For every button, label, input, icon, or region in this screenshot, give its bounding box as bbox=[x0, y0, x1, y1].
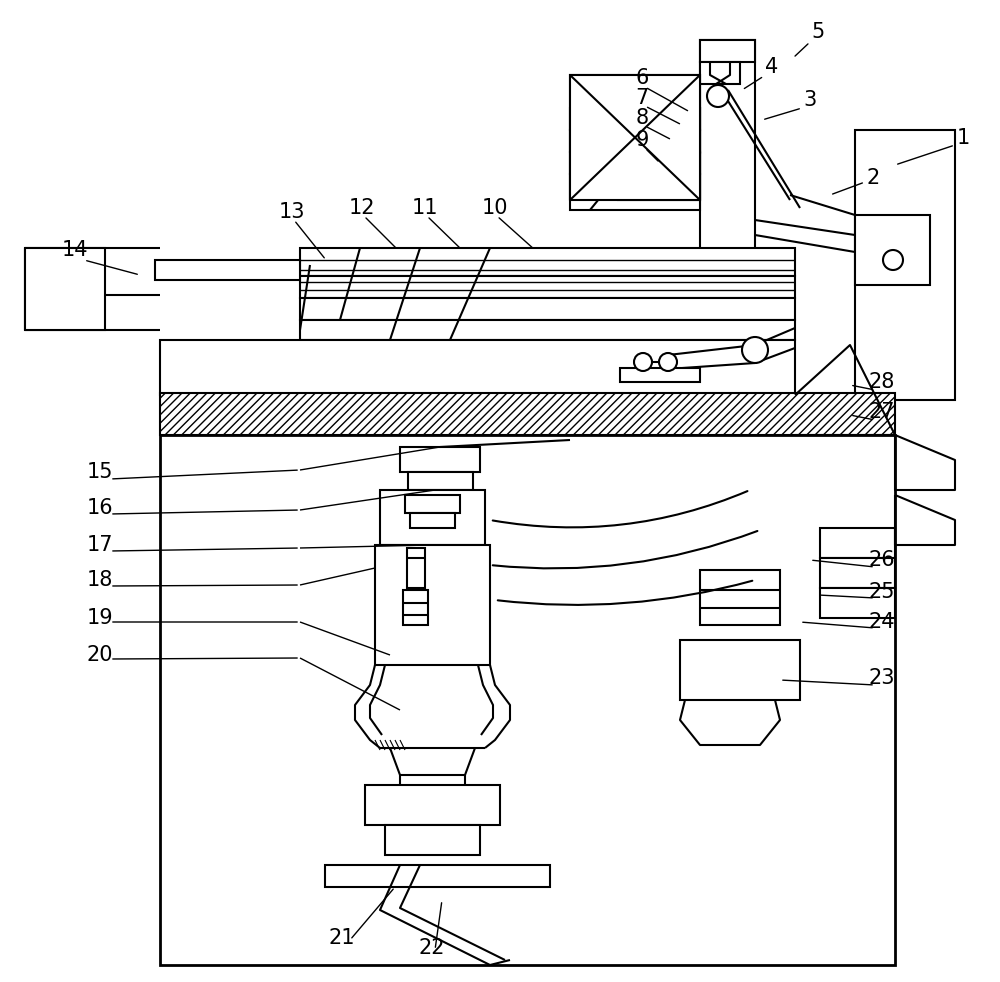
Text: 3: 3 bbox=[803, 90, 817, 110]
Text: 27: 27 bbox=[869, 402, 895, 422]
Bar bbox=[700, 40, 755, 62]
Bar bbox=[700, 40, 755, 400]
Bar bbox=[618, 153, 700, 200]
Circle shape bbox=[742, 337, 768, 363]
Text: 13: 13 bbox=[279, 202, 305, 222]
Bar bbox=[155, 260, 300, 280]
Bar bbox=[403, 590, 428, 625]
Text: 16: 16 bbox=[87, 498, 113, 518]
Bar bbox=[160, 393, 895, 435]
Bar bbox=[700, 570, 780, 625]
Text: 14: 14 bbox=[62, 240, 88, 260]
Text: 8: 8 bbox=[635, 108, 649, 128]
Bar bbox=[25, 248, 105, 330]
Bar bbox=[570, 75, 700, 210]
Text: 11: 11 bbox=[412, 198, 438, 218]
Text: 2: 2 bbox=[866, 168, 880, 188]
Bar bbox=[300, 248, 795, 276]
Bar bbox=[407, 548, 425, 588]
Text: 28: 28 bbox=[869, 372, 895, 392]
Bar bbox=[160, 340, 795, 395]
Circle shape bbox=[659, 353, 677, 371]
Bar bbox=[365, 785, 500, 825]
Bar bbox=[570, 75, 700, 200]
Circle shape bbox=[883, 250, 903, 270]
Bar bbox=[618, 108, 700, 153]
Text: 24: 24 bbox=[869, 612, 895, 632]
Bar bbox=[160, 435, 895, 965]
Bar bbox=[820, 528, 895, 558]
Bar bbox=[855, 215, 930, 285]
Text: 5: 5 bbox=[811, 22, 825, 42]
Text: 6: 6 bbox=[635, 68, 649, 88]
Bar bbox=[680, 640, 800, 700]
Text: 12: 12 bbox=[349, 198, 375, 218]
Bar bbox=[620, 368, 700, 382]
Text: 7: 7 bbox=[635, 88, 649, 108]
Bar bbox=[820, 588, 895, 618]
Text: 26: 26 bbox=[869, 550, 895, 570]
Bar bbox=[300, 298, 795, 320]
Bar bbox=[855, 130, 955, 400]
Text: 22: 22 bbox=[419, 938, 445, 958]
Text: 10: 10 bbox=[482, 198, 508, 218]
Circle shape bbox=[707, 85, 729, 107]
Text: 21: 21 bbox=[329, 928, 355, 948]
Text: 17: 17 bbox=[87, 535, 113, 555]
Text: 23: 23 bbox=[869, 668, 895, 688]
Text: 25: 25 bbox=[869, 582, 895, 602]
Bar bbox=[570, 152, 700, 174]
Bar bbox=[570, 108, 700, 130]
Bar bbox=[408, 472, 473, 490]
Bar bbox=[410, 513, 455, 528]
Bar bbox=[570, 174, 700, 199]
Text: 9: 9 bbox=[635, 130, 649, 150]
Bar bbox=[325, 865, 550, 887]
Bar bbox=[400, 447, 480, 472]
Bar bbox=[385, 825, 480, 855]
Text: 1: 1 bbox=[956, 128, 970, 148]
Bar bbox=[300, 320, 795, 340]
Text: 4: 4 bbox=[765, 57, 779, 77]
Bar bbox=[405, 495, 460, 513]
Text: 19: 19 bbox=[87, 608, 113, 628]
Circle shape bbox=[634, 353, 652, 371]
Bar bbox=[300, 276, 795, 298]
Bar bbox=[700, 62, 740, 84]
Text: 20: 20 bbox=[87, 645, 113, 665]
Bar bbox=[570, 130, 700, 152]
Bar bbox=[375, 545, 490, 665]
Bar bbox=[380, 490, 485, 545]
Text: 15: 15 bbox=[87, 462, 113, 482]
Bar bbox=[820, 558, 895, 588]
Text: 18: 18 bbox=[87, 570, 113, 590]
